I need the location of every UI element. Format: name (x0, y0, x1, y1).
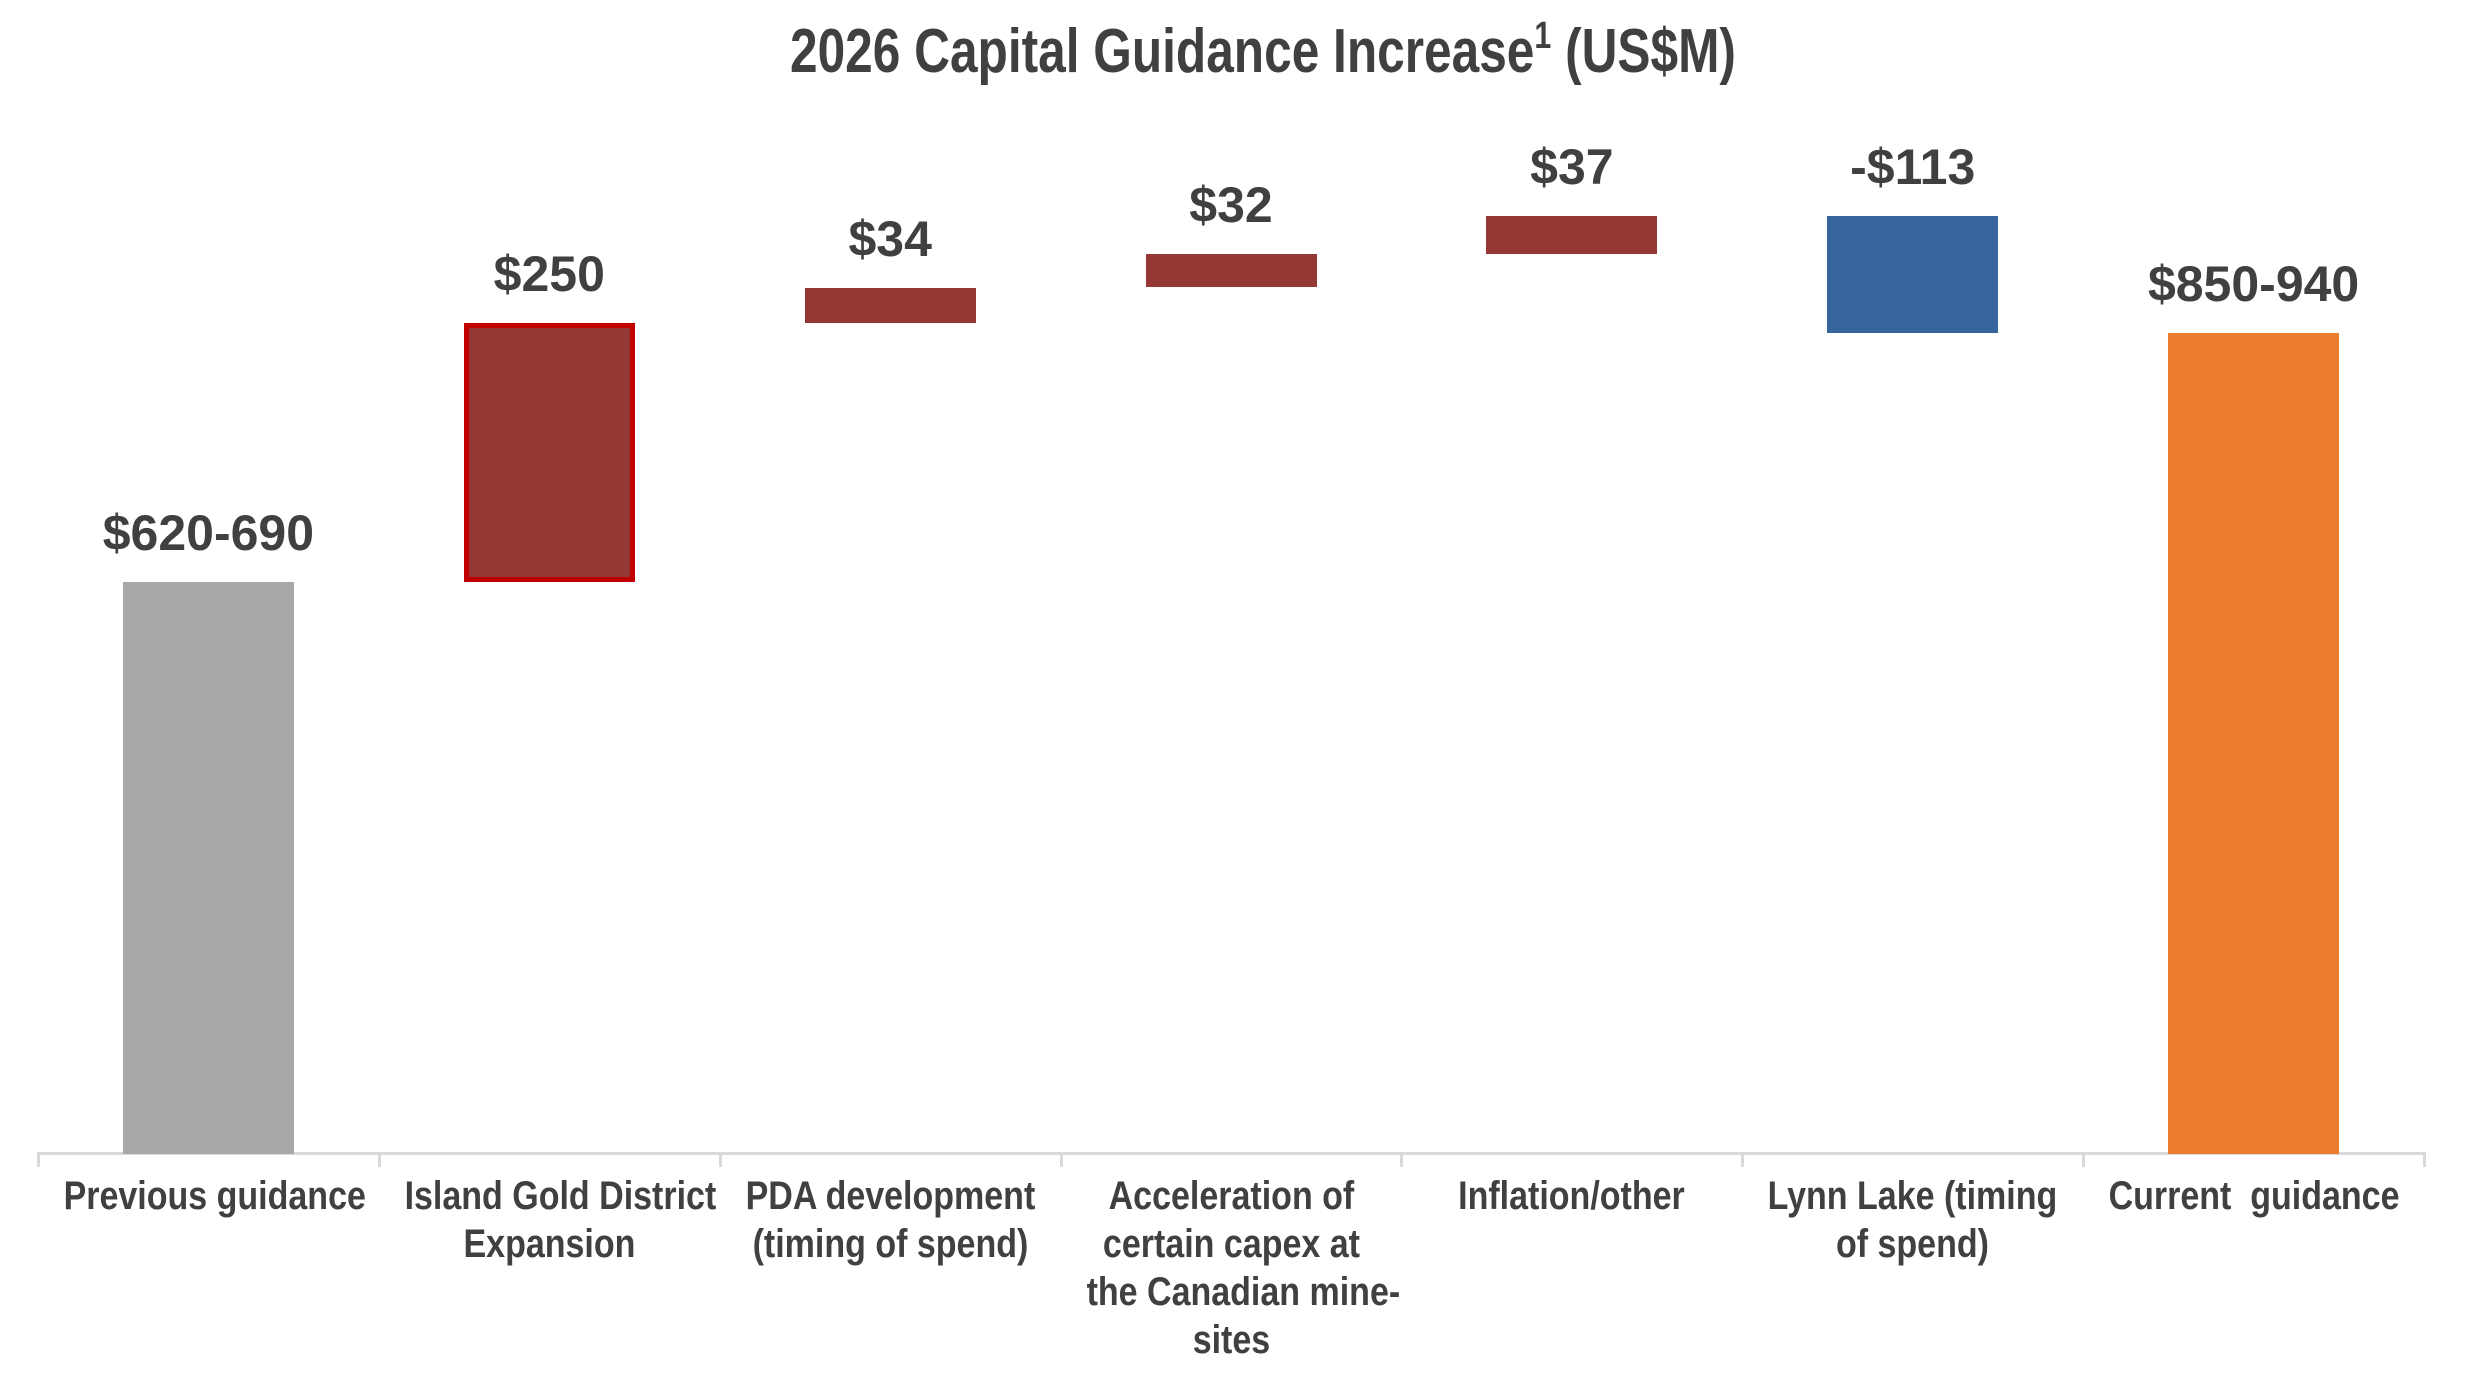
category-label-island-gold-district-expansion: Island Gold District Expansion (404, 1174, 717, 1266)
category-label-current-guidance: Current guidance (2108, 1174, 2400, 1218)
bar-lynn-lake (1827, 216, 1999, 334)
x-axis-line (38, 1152, 2425, 1155)
category-label-lynn-lake: Lynn Lake (timing of spend) (1767, 1174, 2058, 1266)
category-label-acceleration-of-certain-capex: Acceleration of certain capex at the Can… (1086, 1174, 1400, 1362)
x-axis-tick (2423, 1152, 2426, 1167)
value-label-island-gold-district-expansion: $250 (493, 245, 605, 302)
x-axis-tick (377, 1152, 381, 1167)
title-superscript: 1 (1534, 15, 1552, 57)
bar-acceleration-of-certain-capex (1145, 254, 1317, 288)
x-axis-tick (2082, 1152, 2086, 1167)
x-axis-tick (37, 1152, 40, 1167)
value-label-lynn-lake: -$113 (1850, 139, 1976, 195)
value-label-pda-development: $34 (848, 210, 932, 267)
bar-inflation-other (1486, 216, 1658, 255)
x-axis-tick (1059, 1152, 1063, 1167)
category-label-inflation-other: Inflation/other (1458, 1174, 1686, 1218)
x-axis-tick (718, 1152, 722, 1167)
value-label-previous-guidance: $620-690 (102, 504, 315, 561)
x-axis-tick (1400, 1152, 1404, 1167)
bar-previous-guidance (122, 581, 294, 1154)
x-axis-tick (1741, 1152, 1745, 1167)
chart-title-unit: (US$M) (1551, 17, 1736, 86)
category-label-pda-development: PDA development (timing of spend) (745, 1174, 1035, 1266)
bar-current-guidance (2168, 333, 2340, 1154)
bar-island-gold-district-expansion (463, 322, 635, 582)
value-label-inflation-other: $37 (1530, 139, 1614, 195)
bar-pda-development (804, 287, 976, 323)
value-label-acceleration-of-certain-capex: $32 (1189, 177, 1273, 234)
chart-title-text: 2026 Capital Guidance Increase (790, 17, 1535, 86)
category-label-previous-guidance: Previous guidance (63, 1174, 366, 1218)
chart-title: 2026 Capital Guidance Increase1 (US$M) (790, 17, 1736, 86)
value-label-current-guidance: $850-940 (2147, 256, 2360, 313)
